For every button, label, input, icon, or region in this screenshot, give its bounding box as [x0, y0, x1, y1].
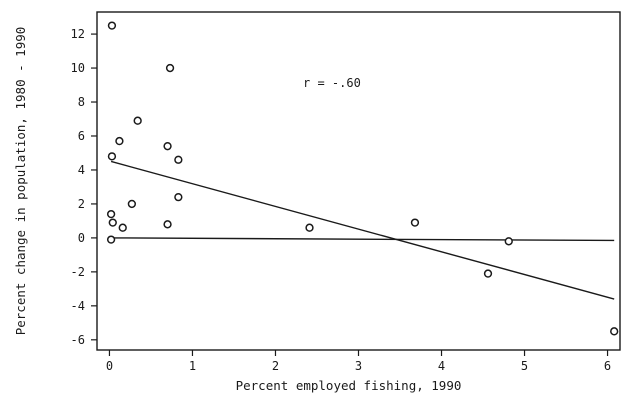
y-axis-title: Percent change in population, 1980 - 199…: [13, 27, 28, 336]
x-axis-title: Percent employed fishing, 1990: [236, 378, 462, 393]
x-tick-label: 1: [189, 359, 196, 373]
data-point: [107, 152, 117, 161]
y-tick-label: -4: [71, 299, 85, 313]
data-point: [174, 155, 183, 164]
y-tick-label: 6: [78, 129, 85, 143]
x-tick-label: 4: [438, 359, 445, 373]
data-point: [115, 136, 124, 146]
data-point: [108, 218, 117, 227]
data-points: [106, 21, 619, 336]
y-tick-label: 0: [78, 231, 85, 245]
data-point: [133, 116, 142, 125]
x-tick-label: 5: [521, 359, 528, 373]
data-point: [106, 235, 116, 244]
x-tick-label: 6: [604, 359, 611, 373]
plot-frame: [96, 11, 621, 351]
y-tick-label: 10: [71, 61, 85, 75]
correlation-annotation: r = -.60: [303, 76, 361, 90]
regression-lines: [110, 160, 615, 300]
data-point: [106, 209, 116, 219]
data-point: [174, 192, 183, 202]
data-point: [118, 223, 127, 232]
y-tick-label: 2: [78, 197, 85, 211]
data-point: [410, 218, 420, 227]
x-tick-label: 3: [355, 359, 362, 373]
y-tick-label: -6: [71, 333, 85, 347]
data-point: [305, 223, 314, 232]
data-point: [163, 142, 172, 151]
y-tick-label: 8: [78, 95, 85, 109]
x-tick-label: 2: [272, 359, 279, 373]
y-tick-label: 4: [78, 163, 85, 177]
y-tick-label: 12: [71, 27, 85, 41]
data-point: [163, 220, 172, 229]
reference-line: [111, 237, 615, 242]
fit-line: [110, 160, 615, 300]
data-point: [107, 21, 117, 30]
y-axis: -6 -4 -2 0 2 4 6 8 10 12: [71, 27, 97, 347]
data-point: [127, 199, 137, 209]
data-point: [483, 269, 493, 278]
x-axis: 0 1 2 3 4 5 6: [106, 350, 611, 373]
y-tick-label: -2: [71, 265, 85, 279]
x-tick-label: 0: [106, 359, 113, 373]
data-point: [504, 237, 513, 246]
data-point: [610, 327, 619, 336]
data-point: [165, 63, 175, 73]
